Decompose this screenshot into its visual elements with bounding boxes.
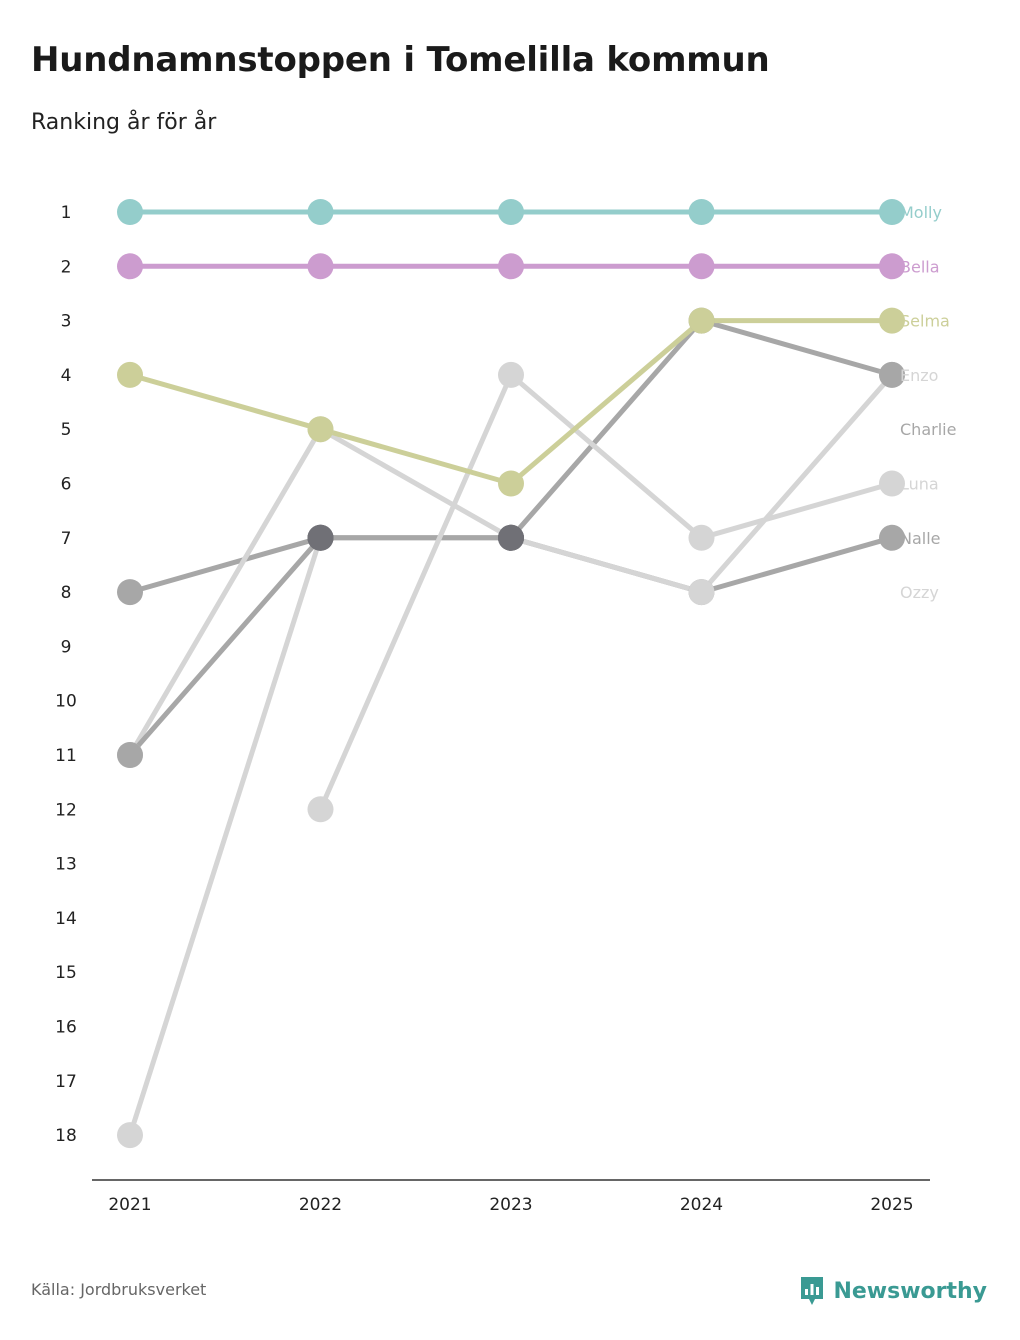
data-point-molly	[688, 199, 715, 225]
data-point-nalle	[879, 524, 905, 551]
y-tick-label: 11	[55, 746, 77, 766]
data-point-selma	[688, 307, 715, 334]
data-point-selma	[307, 416, 334, 443]
y-tick-label: 12	[55, 800, 77, 820]
y-tick-label: 14	[55, 909, 77, 929]
y-tick-label: 18	[55, 1126, 77, 1146]
series-label-selma: Selma	[900, 312, 950, 331]
data-point-charlie	[117, 742, 143, 768]
data-point-molly	[307, 199, 334, 225]
x-tick-label: 2024	[680, 1195, 723, 1215]
data-point-charlie	[879, 361, 905, 388]
x-tick-label: 2021	[108, 1195, 151, 1215]
x-tick-label: 2022	[299, 1195, 342, 1215]
y-tick-label: 7	[61, 529, 72, 549]
data-point-bella	[879, 253, 905, 280]
data-point-enzo	[498, 361, 524, 388]
series-line-luna	[127, 373, 894, 757]
y-tick-label: 8	[61, 583, 72, 603]
brand-name: Newsworthy	[833, 1278, 987, 1304]
data-point-molly	[117, 199, 143, 225]
series-label-molly: Molly	[900, 203, 942, 222]
source-note: Källa: Jordbruksverket	[31, 1280, 207, 1299]
series-label-enzo: Enzo	[900, 366, 938, 385]
series-line-selma	[129, 318, 892, 486]
y-tick-label: 13	[55, 855, 77, 875]
data-point-bella	[498, 253, 524, 280]
chart-title: Hundnamnstoppen i Tomelilla kommun	[31, 40, 770, 80]
y-tick-label: 2	[61, 257, 72, 277]
data-point-nalle	[117, 579, 143, 606]
x-tick-label: 2023	[489, 1195, 532, 1215]
y-tick-label: 6	[61, 475, 72, 495]
newsworthy-icon	[801, 1277, 824, 1305]
data-point-bella	[307, 253, 334, 280]
y-tick-label: 16	[55, 1018, 77, 1038]
y-tick-label: 17	[55, 1072, 77, 1092]
data-point-selma	[498, 470, 524, 497]
series-label-ozzy: Ozzy	[900, 583, 939, 602]
y-tick-label: 15	[55, 963, 77, 983]
data-point-ozzy	[117, 1122, 143, 1149]
y-tick-label: 4	[61, 366, 72, 386]
data-point-charlie	[307, 524, 334, 551]
data-point-molly	[498, 199, 524, 225]
data-point-enzo	[879, 470, 905, 497]
data-point-luna	[688, 579, 715, 606]
data-point-bella	[688, 253, 715, 280]
data-point-enzo	[688, 524, 715, 551]
data-point-enzo	[307, 796, 334, 823]
y-tick-label: 9	[61, 637, 72, 657]
y-tick-label: 3	[61, 312, 72, 332]
data-point-bella	[117, 253, 143, 280]
y-tick-label: 5	[61, 420, 72, 440]
series-label-bella: Bella	[900, 257, 940, 276]
data-point-molly	[879, 199, 905, 225]
data-point-selma	[117, 361, 143, 388]
x-tick-label: 2025	[870, 1195, 913, 1215]
y-tick-label: 1	[61, 203, 72, 223]
brand-logo: Newsworthy	[799, 1275, 987, 1307]
series-label-charlie: Charlie	[900, 420, 956, 439]
series-label-nalle: Nalle	[900, 529, 941, 548]
series-label-luna: Luna	[900, 475, 939, 494]
data-point-selma	[879, 307, 905, 334]
data-point-charlie	[498, 524, 524, 551]
series-line-ozzy	[127, 537, 323, 1136]
series-line-enzo	[318, 372, 893, 811]
y-tick-label: 10	[55, 692, 77, 712]
chart-subtitle: Ranking år för år	[31, 110, 217, 135]
